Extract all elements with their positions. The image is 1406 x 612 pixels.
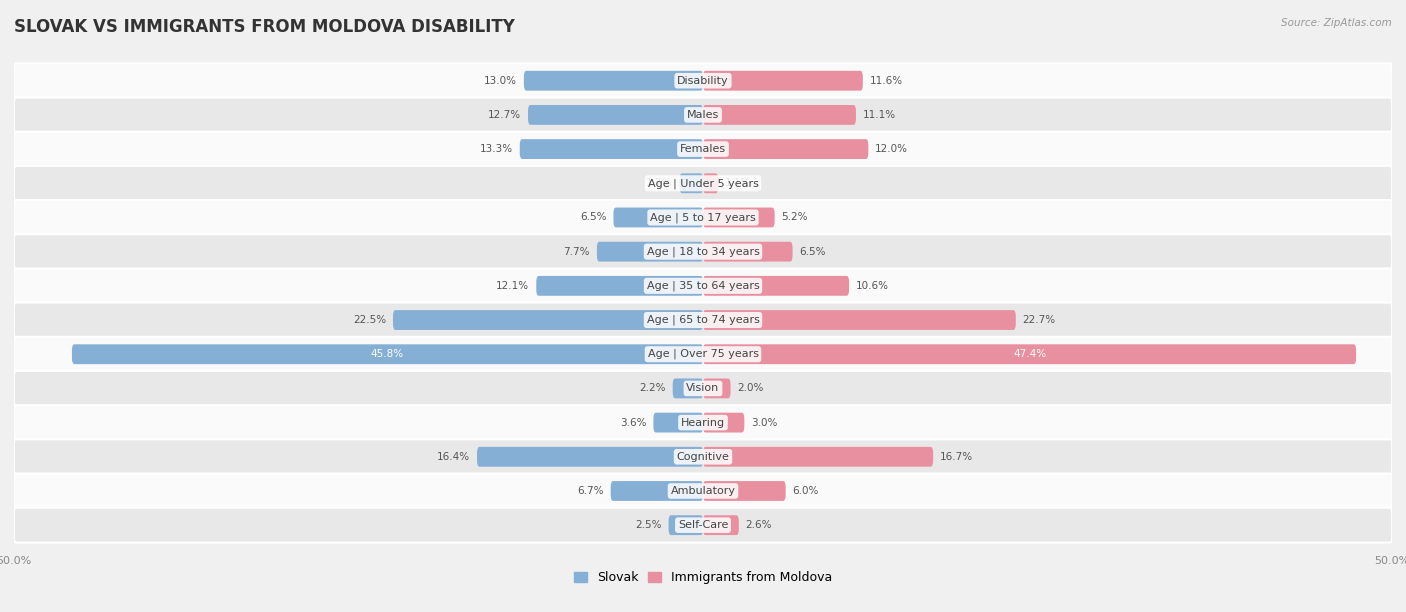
FancyBboxPatch shape xyxy=(613,207,703,228)
Text: Females: Females xyxy=(681,144,725,154)
FancyBboxPatch shape xyxy=(669,515,703,535)
Text: 5.2%: 5.2% xyxy=(782,212,808,223)
FancyBboxPatch shape xyxy=(703,242,793,261)
FancyBboxPatch shape xyxy=(14,508,1392,543)
Text: Disability: Disability xyxy=(678,76,728,86)
FancyBboxPatch shape xyxy=(703,173,718,193)
Text: Age | 65 to 74 years: Age | 65 to 74 years xyxy=(647,315,759,326)
Text: 12.1%: 12.1% xyxy=(496,281,530,291)
FancyBboxPatch shape xyxy=(524,71,703,91)
Text: 13.0%: 13.0% xyxy=(484,76,517,86)
FancyBboxPatch shape xyxy=(14,166,1392,201)
FancyBboxPatch shape xyxy=(14,474,1392,509)
FancyBboxPatch shape xyxy=(703,345,1357,364)
Text: 6.0%: 6.0% xyxy=(793,486,818,496)
FancyBboxPatch shape xyxy=(703,515,738,535)
FancyBboxPatch shape xyxy=(679,173,703,193)
Text: 45.8%: 45.8% xyxy=(371,349,404,359)
FancyBboxPatch shape xyxy=(14,234,1392,269)
Text: 16.7%: 16.7% xyxy=(941,452,973,462)
Text: Males: Males xyxy=(688,110,718,120)
FancyBboxPatch shape xyxy=(14,371,1392,406)
Text: Vision: Vision xyxy=(686,383,720,394)
Text: 6.7%: 6.7% xyxy=(578,486,603,496)
FancyBboxPatch shape xyxy=(536,276,703,296)
Text: 12.0%: 12.0% xyxy=(875,144,908,154)
FancyBboxPatch shape xyxy=(14,302,1392,337)
Text: Age | 18 to 34 years: Age | 18 to 34 years xyxy=(647,247,759,257)
FancyBboxPatch shape xyxy=(654,412,703,433)
Text: Self-Care: Self-Care xyxy=(678,520,728,530)
FancyBboxPatch shape xyxy=(14,97,1392,132)
FancyBboxPatch shape xyxy=(703,481,786,501)
Text: 47.4%: 47.4% xyxy=(1012,349,1046,359)
FancyBboxPatch shape xyxy=(392,310,703,330)
Text: 22.7%: 22.7% xyxy=(1022,315,1056,325)
FancyBboxPatch shape xyxy=(703,71,863,91)
FancyBboxPatch shape xyxy=(703,378,731,398)
FancyBboxPatch shape xyxy=(598,242,703,261)
FancyBboxPatch shape xyxy=(477,447,703,467)
FancyBboxPatch shape xyxy=(14,405,1392,440)
FancyBboxPatch shape xyxy=(529,105,703,125)
FancyBboxPatch shape xyxy=(703,105,856,125)
Text: 12.7%: 12.7% xyxy=(488,110,522,120)
Text: Source: ZipAtlas.com: Source: ZipAtlas.com xyxy=(1281,18,1392,28)
FancyBboxPatch shape xyxy=(610,481,703,501)
Text: 7.7%: 7.7% xyxy=(564,247,591,256)
Legend: Slovak, Immigrants from Moldova: Slovak, Immigrants from Moldova xyxy=(569,566,837,589)
Text: 2.6%: 2.6% xyxy=(745,520,772,530)
FancyBboxPatch shape xyxy=(703,207,775,228)
FancyBboxPatch shape xyxy=(703,447,934,467)
Text: 6.5%: 6.5% xyxy=(581,212,606,223)
FancyBboxPatch shape xyxy=(14,439,1392,474)
Text: Ambulatory: Ambulatory xyxy=(671,486,735,496)
Text: Age | Over 75 years: Age | Over 75 years xyxy=(648,349,758,359)
FancyBboxPatch shape xyxy=(703,412,744,433)
Text: 16.4%: 16.4% xyxy=(437,452,470,462)
FancyBboxPatch shape xyxy=(520,139,703,159)
Text: 3.6%: 3.6% xyxy=(620,417,647,428)
Text: Age | Under 5 years: Age | Under 5 years xyxy=(648,178,758,188)
Text: 6.5%: 6.5% xyxy=(800,247,825,256)
Text: 2.0%: 2.0% xyxy=(738,383,763,394)
FancyBboxPatch shape xyxy=(14,132,1392,166)
FancyBboxPatch shape xyxy=(14,337,1392,371)
Text: Age | 35 to 64 years: Age | 35 to 64 years xyxy=(647,280,759,291)
FancyBboxPatch shape xyxy=(672,378,703,398)
Text: 1.1%: 1.1% xyxy=(725,178,752,188)
Text: 2.5%: 2.5% xyxy=(636,520,662,530)
FancyBboxPatch shape xyxy=(72,345,703,364)
Text: 2.2%: 2.2% xyxy=(640,383,666,394)
FancyBboxPatch shape xyxy=(14,269,1392,304)
FancyBboxPatch shape xyxy=(703,276,849,296)
Text: 11.1%: 11.1% xyxy=(863,110,896,120)
Text: Hearing: Hearing xyxy=(681,417,725,428)
Text: 3.0%: 3.0% xyxy=(751,417,778,428)
Text: 10.6%: 10.6% xyxy=(856,281,889,291)
Text: Cognitive: Cognitive xyxy=(676,452,730,462)
FancyBboxPatch shape xyxy=(14,63,1392,98)
Text: SLOVAK VS IMMIGRANTS FROM MOLDOVA DISABILITY: SLOVAK VS IMMIGRANTS FROM MOLDOVA DISABI… xyxy=(14,18,515,36)
Text: 11.6%: 11.6% xyxy=(870,76,903,86)
Text: 1.7%: 1.7% xyxy=(647,178,672,188)
Text: 22.5%: 22.5% xyxy=(353,315,387,325)
Text: Age | 5 to 17 years: Age | 5 to 17 years xyxy=(650,212,756,223)
Text: 13.3%: 13.3% xyxy=(479,144,513,154)
FancyBboxPatch shape xyxy=(703,310,1015,330)
FancyBboxPatch shape xyxy=(14,200,1392,235)
FancyBboxPatch shape xyxy=(703,139,869,159)
